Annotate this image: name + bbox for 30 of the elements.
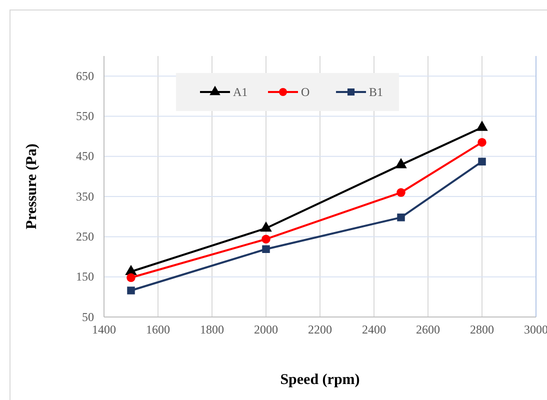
x-tick-label: 2200 xyxy=(308,322,332,337)
y-tick-label: 550 xyxy=(76,109,94,124)
point xyxy=(476,120,488,131)
y-tick-label: 650 xyxy=(76,68,94,83)
point xyxy=(397,214,405,222)
y-axis-title: Pressure (Pa) xyxy=(24,144,40,230)
point xyxy=(478,158,486,166)
y-tick-label: 150 xyxy=(76,270,94,284)
x-tick-label: 1400 xyxy=(92,322,116,337)
point xyxy=(395,158,407,168)
point xyxy=(262,245,270,254)
point xyxy=(396,188,406,197)
legend-label: O xyxy=(301,85,310,99)
x-tick-label: 2800 xyxy=(470,322,494,337)
x-axis-title: Speed (rpm) xyxy=(280,372,360,388)
point xyxy=(262,234,270,244)
legend-label: A1 xyxy=(233,85,248,99)
legend-label: B1 xyxy=(369,85,384,99)
x-tick-label: 2000 xyxy=(254,322,278,337)
point xyxy=(127,286,135,294)
y-tick-label: 250 xyxy=(76,230,94,244)
x-tick-label: 1600 xyxy=(146,322,170,337)
point xyxy=(126,273,136,282)
y-tick-label: 50 xyxy=(82,310,94,324)
y-tick-label: 450 xyxy=(76,149,94,164)
x-tick-label: 2600 xyxy=(416,322,440,337)
x-tick-label: 1800 xyxy=(200,322,224,337)
x-tick-label: 2400 xyxy=(362,322,386,337)
y-tick-label: 350 xyxy=(76,189,94,204)
point xyxy=(478,138,486,147)
